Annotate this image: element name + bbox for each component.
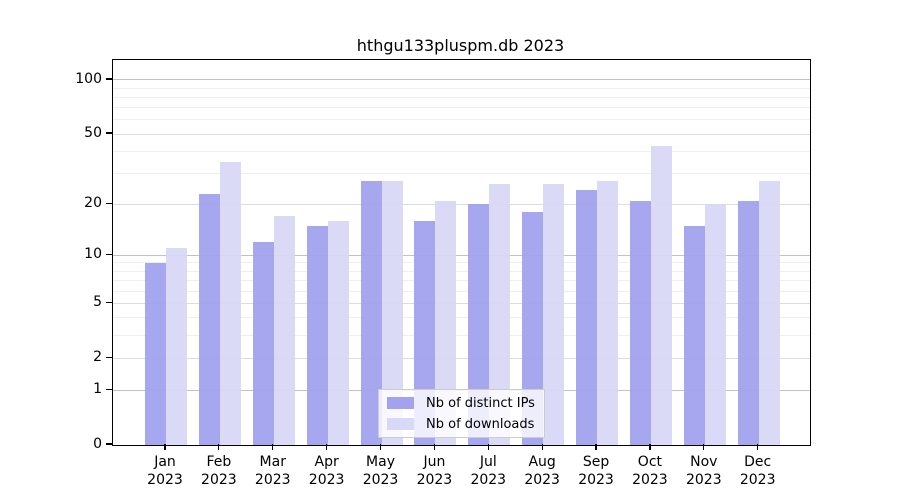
gridline-90 [113,87,810,89]
x-tick-label-feb: Feb 2023 [201,454,237,488]
bar-s0-mar [252,242,274,445]
x-tick-label-dec: Dec 2023 [739,454,776,488]
gridline-40 [113,150,810,152]
x-tick-nov [703,444,705,450]
y-tick-2 [106,356,112,358]
x-tick-apr [326,444,328,450]
gridline-6 [113,290,810,292]
bar-s0-oct [629,200,651,445]
bar-s1-dec [758,181,780,445]
legend-item-distinct-ips: Nb of distinct IPs [387,394,536,412]
gridline-30 [113,172,810,174]
gridline-7 [113,280,810,282]
y-tick-label-5: 5 [93,294,102,311]
y-tick-5 [106,301,112,303]
y-tick-label-0: 0 [93,436,102,452]
legend-swatch-ips-icon [387,397,414,409]
gridline-8 [113,270,810,272]
y-tick-50 [106,132,112,134]
bar-s0-jun [414,220,436,445]
bar-s1-jan [166,248,187,445]
gridline-80 [113,96,810,98]
gridline-2 [113,357,810,359]
x-tick-feb [218,444,220,450]
gridline-4 [113,317,810,319]
bar-s1-jul [489,184,511,445]
x-tick-label-oct: Oct 2023 [632,454,668,488]
gridline-10 [113,254,810,256]
x-tick-aug [541,444,543,450]
bar-s1-nov [704,204,726,445]
x-tick-label-jun: Jun 2023 [416,454,453,488]
x-tick-label-sep: Sep 2023 [578,454,614,488]
x-tick-jul [487,444,489,450]
legend-item-downloads: Nb of downloads [387,415,536,433]
x-tick-may [379,444,382,450]
gridline-70 [113,107,810,109]
x-tick-sep [595,444,597,450]
gridline-50 [113,133,810,135]
legend: Nb of distinct IPs Nb of downloads [378,389,545,438]
y-tick-label-1: 1 [93,381,102,398]
bar-s1-jun [435,200,457,445]
x-tick-label-nov: Nov 2023 [685,454,722,488]
legend-swatch-downloads-icon [387,418,414,430]
bar-s1-mar [273,216,295,445]
y-tick-label-20: 20 [84,195,102,212]
y-tick-label-50: 50 [84,125,102,141]
x-tick-oct [649,444,651,450]
y-tick-label-100: 100 [75,70,102,87]
gridline-5 [113,302,810,304]
gridline-3 [113,334,810,336]
x-tick-jun [433,444,435,450]
bar-s0-apr [306,225,328,445]
bar-s0-sep [576,190,598,445]
gridline-20 [113,203,810,205]
y-tick-1 [106,388,112,390]
gridline-9 [113,262,810,264]
bar-s0-dec [737,200,759,445]
plot-area: Nb of distinct IPs Nb of downloads [112,59,811,446]
bar-s0-jul [468,204,490,445]
x-tick-jan [164,444,166,450]
y-tick-20 [106,202,112,204]
x-tick-label-jul: Jul 2023 [470,454,507,488]
chart-title: hthgu133pluspm.db 2023 [356,36,565,55]
bar-s0-jan [145,262,166,445]
legend-label-distinct-ips: Nb of distinct IPs [426,395,535,411]
bar-s1-apr [327,220,349,445]
x-tick-label-aug: Aug 2023 [524,454,560,488]
gridline-100 [113,79,810,81]
x-tick-label-may: May 2023 [362,454,399,488]
y-tick-0 [106,443,112,445]
y-tick-label-2: 2 [93,349,102,366]
bar-s1-may [381,181,403,445]
bar-s0-nov [683,225,705,445]
y-tick-10 [106,253,112,255]
bar-s0-may [360,181,382,445]
gridline-60 [113,119,810,121]
x-tick-label-jan: Jan 2023 [147,454,183,488]
bar-s1-oct [650,145,672,445]
x-tick-label-apr: Apr 2023 [308,454,345,488]
bar-s0-feb [198,193,220,445]
bar-s1-feb [219,161,241,445]
bar-s0-aug [522,212,544,445]
x-tick-label-mar: Mar 2023 [254,454,291,488]
y-tick-label-10: 10 [84,246,102,263]
y-tick-100 [106,78,112,80]
x-tick-dec [757,444,759,450]
legend-label-downloads: Nb of downloads [426,416,535,432]
x-tick-mar [272,444,274,450]
bar-s1-sep [597,181,619,445]
bar-s1-aug [543,184,565,445]
